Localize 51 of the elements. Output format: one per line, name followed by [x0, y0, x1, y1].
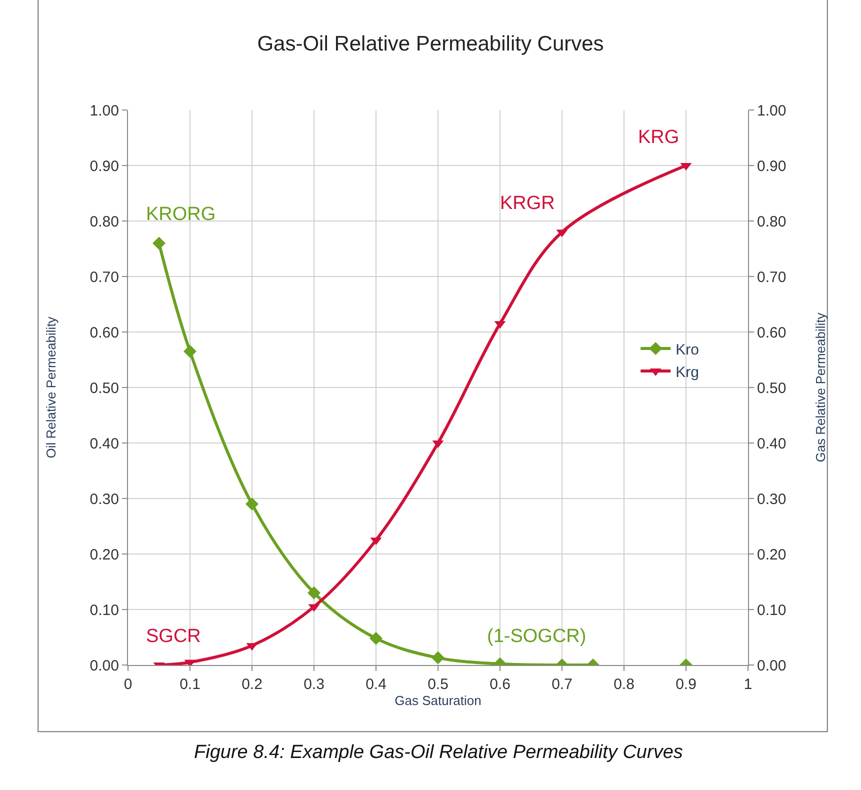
y2-tick-label: 0.70 [757, 268, 786, 286]
x-tick-label: 0.3 [304, 676, 324, 693]
y2-tick-label: 0.20 [757, 546, 786, 564]
annotation: KRORG [146, 204, 216, 225]
point [370, 632, 382, 645]
x-axis-title: Gas Saturation [394, 693, 482, 708]
y-tick-label: 0.20 [90, 546, 119, 564]
y-tick-label: 0.50 [90, 380, 119, 397]
point [432, 651, 444, 664]
y2-tick-label: 0.30 [757, 490, 786, 508]
x-tick-label: 0.6 [490, 676, 510, 693]
caption: Figure 8.4: Example Gas-Oil Relative Permeability Curves [194, 742, 684, 763]
legend-label: Krg [676, 364, 699, 381]
annotation: (1-SOGCR) [487, 626, 586, 647]
y-tick-label: 0.00 [90, 657, 119, 674]
annotation: SGCR [146, 626, 201, 647]
annotation: KRGR [500, 193, 555, 214]
x-tick-label: 0.4 [366, 676, 386, 693]
y-tick-label: 0.80 [90, 213, 119, 230]
y2-tick-label: 0.80 [757, 213, 786, 230]
x-tick-label: 0.2 [242, 676, 262, 693]
point [184, 344, 196, 358]
y-tick-label: 0.70 [90, 268, 119, 286]
y2-tick-label: 0.90 [757, 158, 786, 175]
y2-tick-label: 0.10 [757, 602, 786, 619]
y-axis-title: Oil Relative Permeability [44, 316, 59, 458]
y-tick-label: 0.30 [90, 490, 119, 508]
y2-axis-title: Gas Relative Permeability [812, 312, 828, 462]
y2-tick-label: 0.40 [757, 435, 786, 452]
y2-tick-label: 1.00 [757, 102, 786, 120]
x-tick-label: 0.5 [428, 676, 448, 693]
y-tick-label: 0.90 [90, 158, 119, 175]
y-tick-label: 0.40 [90, 435, 119, 452]
x-tick-label: 0.8 [614, 676, 634, 693]
y-tick-label: 0.60 [90, 324, 119, 342]
y2-tick-label: 0.00 [757, 657, 786, 674]
x-tick-label: 1 [744, 676, 752, 693]
y2-tick-label: 0.50 [757, 380, 786, 397]
point [152, 236, 166, 250]
point [308, 586, 320, 600]
x-tick-label: 0.9 [676, 676, 696, 693]
x-tick-label: 0.7 [552, 676, 572, 693]
x-tick-label: 0 [124, 676, 132, 693]
y-tick-label: 1.00 [90, 102, 119, 120]
annotation: KRG [638, 127, 680, 148]
y2-tick-label: 0.60 [757, 324, 786, 342]
x-tick-label: 0.1 [180, 676, 200, 693]
y-tick-label: 0.10 [90, 602, 119, 619]
point [246, 498, 258, 511]
chart-title: Gas-Oil Relative Permeability Curves [257, 32, 604, 56]
legend-label: Kro [676, 341, 699, 358]
